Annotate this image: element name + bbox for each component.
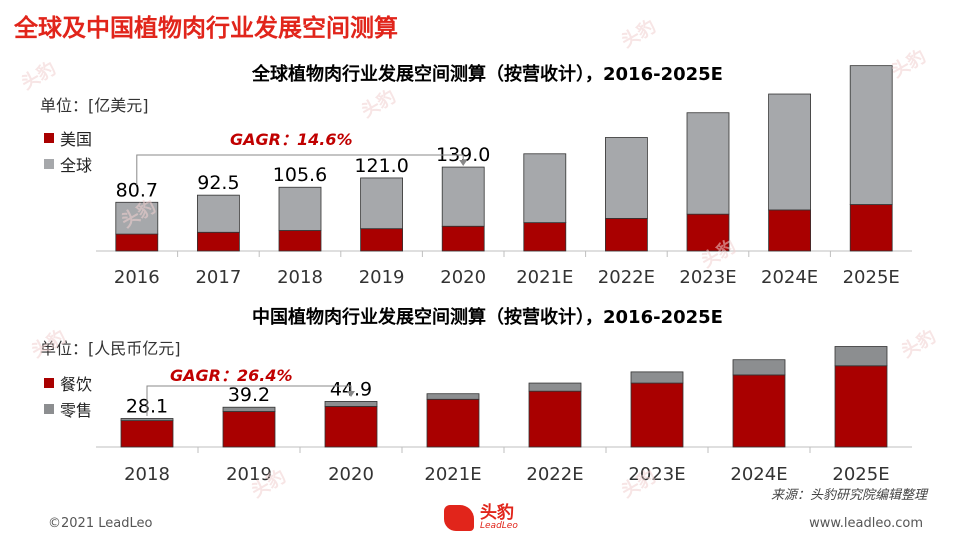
chart1-xtick-2019: 2019 (359, 267, 405, 288)
chart2-bar-top-2022E (528, 382, 582, 392)
legend-item-catering: 餐饮 (44, 370, 92, 396)
chart2-bar-top-2024E (732, 359, 786, 376)
chart1-bar-top-2021E (523, 153, 567, 224)
chart2-bar-bottom-2019 (222, 411, 276, 448)
chart1-xtick-2025E: 2025E (843, 267, 900, 288)
chart2-xtick-2022E: 2022E (526, 464, 583, 485)
chart1-bar-top-2023E (686, 112, 730, 215)
legend-label-global: 全球 (60, 156, 93, 175)
legend-item-global: 全球 (44, 151, 92, 177)
chart1-bar-top-2025E (849, 65, 893, 205)
chart1-xtick-2023E: 2023E (679, 267, 736, 288)
chart1-title: 全球植物肉行业发展空间测算（按营收计），2016-2025E (252, 64, 723, 85)
chart1-xtick-2018: 2018 (277, 267, 323, 288)
chart1-xtick-2020: 2020 (440, 267, 486, 288)
chart1-xtick-2017: 2017 (195, 267, 241, 288)
chart1-cagr-arrowhead (459, 160, 468, 166)
chart1-bar-bottom-2019 (360, 228, 404, 252)
chart1-bar-bottom-2021E (523, 222, 567, 252)
legend-item-retail: 零售 (44, 396, 92, 422)
chart2-bar-top-2021E (426, 393, 480, 400)
chart1-bar-top-2020 (441, 166, 485, 227)
chart1-legend: 美国 全球 (44, 125, 92, 177)
chart2-bar-top-2019 (222, 406, 276, 412)
logo-text-cn: 头豹 (480, 503, 514, 523)
chart2-unit: 单位：[人民币亿元] (40, 339, 181, 358)
chart1-data-label-2018: 105.6 (273, 164, 327, 186)
chart1-xtick-2022E: 2022E (598, 267, 655, 288)
chart2-legend: 餐饮 零售 (44, 370, 92, 422)
chart1-bar-bottom-2022E (605, 217, 648, 252)
chart1-cagr: GAGR：14.6% (230, 130, 353, 149)
chart2-title: 中国植物肉行业发展空间测算（按营收计），2016-2025E (252, 307, 723, 328)
chart2-bar-top-2018 (120, 418, 174, 422)
chart1-bar-bottom-2024E (768, 209, 811, 252)
chart1-data-label-2017: 92.5 (197, 172, 239, 194)
chart1-xtick-2024E: 2024E (761, 267, 818, 288)
logo-text-en: LeadLeo (480, 521, 518, 531)
chart1-bar-bottom-2018 (278, 230, 322, 252)
chart2-xtick-2024E: 2024E (730, 464, 787, 485)
chart2-bar-bottom-2022E (528, 390, 582, 448)
chart2-cagr-arrowhead (347, 391, 355, 397)
chart2-bar-bottom-2020 (324, 405, 378, 448)
legend-swatch-us (44, 133, 54, 143)
chart1-bar-bottom-2020 (441, 225, 485, 252)
chart2-xtick-2023E: 2023E (628, 464, 685, 485)
chart1-xtick-2016: 2016 (114, 267, 160, 288)
footer-website: www.leadleo.com (809, 516, 923, 531)
chart2-bar-bottom-2025E (834, 365, 888, 448)
chart1-bar-top-2016 (115, 201, 159, 235)
chart1-bar-bottom-2025E (849, 204, 893, 252)
legend-label-retail: 零售 (60, 401, 93, 420)
legend-swatch-global (44, 159, 54, 169)
chart1-xtick-2021E: 2021E (516, 267, 573, 288)
legend-swatch-retail (44, 404, 54, 414)
chart2-xtick-2020: 2020 (328, 464, 374, 485)
leadleo-logo: 头豹 LeadLeo (444, 505, 518, 531)
page-title: 全球及中国植物肉行业发展空间测算 (14, 14, 398, 42)
chart1-cagr-bracket (136, 154, 464, 185)
chart1-data-label-2016: 80.7 (116, 179, 158, 201)
chart1-bar-top-2022E (605, 137, 648, 219)
chart2-bar-bottom-2021E (426, 398, 480, 448)
chart2-xtick-2025E: 2025E (832, 464, 889, 485)
legend-label-us: 美国 (60, 130, 93, 149)
chart2-cagr-bracket (146, 385, 352, 416)
chart2-bar-bottom-2023E (630, 382, 684, 448)
chart1-data-label-2019: 121.0 (354, 155, 408, 177)
chart1-bar-top-2024E (768, 93, 811, 211)
source-note: 来源：头豹研究院编辑整理 (770, 488, 927, 503)
legend-item-us: 美国 (44, 125, 92, 151)
chart1-bar-bottom-2023E (686, 213, 730, 252)
chart2-bar-top-2023E (630, 371, 684, 384)
legend-label-catering: 餐饮 (60, 375, 93, 394)
chart1-unit: 单位：[亿美元] (40, 96, 149, 115)
chart2-xtick-2021E: 2021E (424, 464, 481, 485)
legend-swatch-catering (44, 378, 54, 388)
chart2-bar-top-2025E (834, 346, 888, 367)
chart1-bar-top-2019 (360, 177, 404, 230)
chart2-xtick-2019: 2019 (226, 464, 272, 485)
chart2-data-label-2019: 39.2 (228, 384, 270, 406)
chart1-bar-top-2018 (278, 186, 322, 231)
leopard-icon (444, 505, 474, 531)
chart1-bar-bottom-2017 (196, 231, 240, 252)
chart2-bar-bottom-2024E (732, 374, 786, 448)
chart2-cagr: GAGR：26.4% (170, 366, 293, 385)
footer-copyright: ©2021 LeadLeo (48, 516, 153, 531)
chart2-xtick-2018: 2018 (124, 464, 170, 485)
chart2-bar-bottom-2018 (120, 420, 174, 448)
chart1-bar-bottom-2016 (115, 233, 159, 252)
chart1-bar-top-2017 (196, 194, 240, 233)
chart2-bar-top-2020 (324, 401, 378, 407)
